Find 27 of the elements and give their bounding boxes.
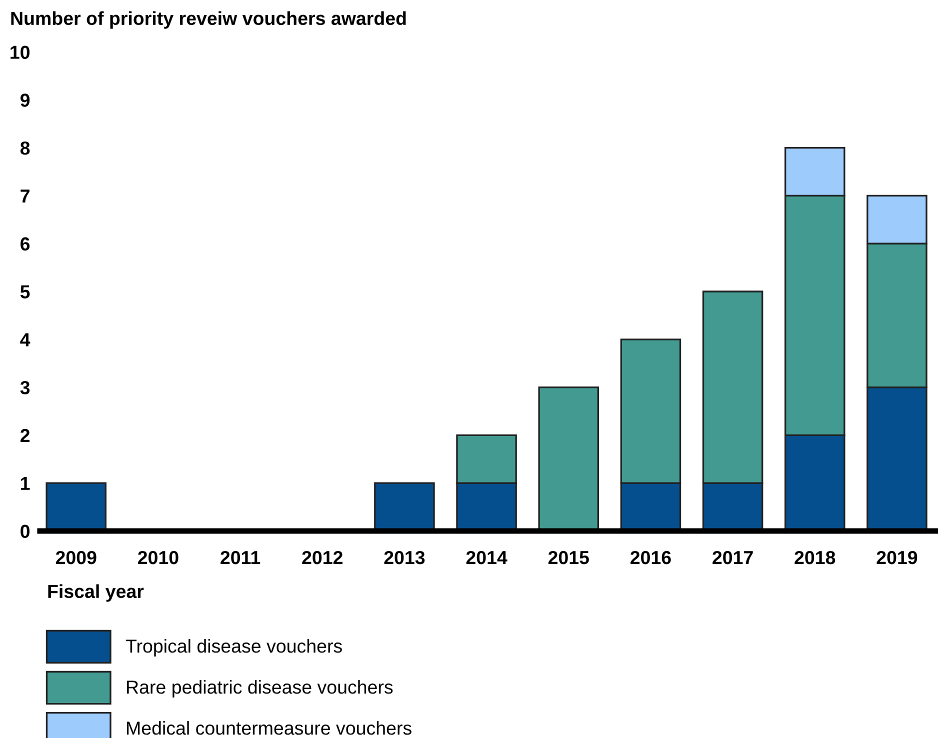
y-tick-label: 9: [20, 94, 30, 107]
x-tick-label: 2011: [220, 550, 260, 564]
y-tick-label: 1: [21, 476, 30, 490]
x-tick-label: 2014: [466, 550, 508, 564]
legend-label: Tropical disease vouchers: [126, 639, 342, 656]
x-axis-title: Fiscal year: [48, 584, 144, 602]
x-tick-label: 2017: [712, 550, 753, 564]
x-tick-label: 2013: [384, 550, 425, 564]
y-tick-label: 3: [20, 381, 30, 394]
x-tick-label: 2015: [548, 550, 589, 564]
y-tick-label: 4: [20, 333, 30, 346]
x-tick-label: 2009: [56, 550, 96, 564]
y-tick-label: 2: [20, 428, 30, 442]
y-axis-title: Number of priority reveiw vouchers awarded: [11, 11, 406, 29]
y-tick-label: 5: [20, 285, 30, 298]
x-tick-label: 2012: [302, 550, 342, 564]
x-tick-label: 2019: [876, 550, 918, 564]
x-tick-label: 2018: [794, 550, 836, 564]
y-tick-label: 7: [20, 190, 30, 202]
legend-label: Rare pediatric disease vouchers: [127, 680, 393, 698]
y-tick-label: 10: [10, 46, 30, 59]
y-tick-label: 6: [20, 237, 30, 251]
legend-label: Medical countermeasure vouchers: [127, 721, 412, 735]
x-tick-label: 2010: [138, 550, 178, 564]
y-tick-label: 8: [20, 142, 30, 155]
x-tick-label: 2016: [630, 550, 671, 564]
y-tick-label: 0: [20, 524, 30, 538]
